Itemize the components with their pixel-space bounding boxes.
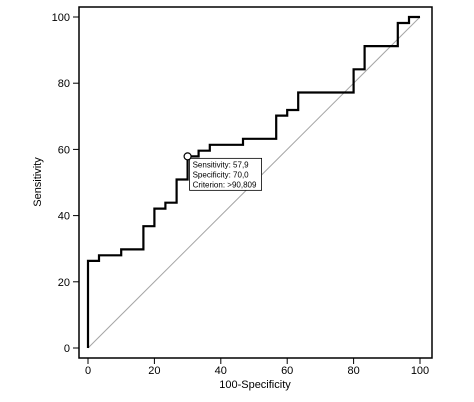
y-tick-label: 0 [64,343,70,355]
x-tick-label: 20 [148,365,160,377]
x-tick-label: 80 [347,365,359,377]
y-axis-title: Sensitivity [32,157,44,207]
callout-line: Specificity: 70,0 [193,170,250,179]
x-axis-title: 100-Specificity [219,379,291,391]
callout-box [189,157,263,191]
x-axis-ticks: 0 20 40 60 80 100 [85,358,429,377]
x-tick-label: 0 [85,365,91,377]
y-tick-label: 20 [58,277,70,289]
criterion-point-marker [183,152,192,161]
callout-line: Criterion: >90,809 [193,180,257,189]
y-tick-label: 40 [58,211,70,223]
y-axis-ticks: 0 20 40 60 80 100 [52,12,79,355]
callout-line: Sensitivity: 57,9 [193,160,250,169]
roc-curve-layer [86,15,420,348]
x-tick-label: 100 [411,365,429,377]
x-tick-label: 40 [215,365,227,377]
y-tick-label: 80 [58,78,70,90]
roc-curve-line [86,15,420,348]
y-tick-label: 100 [52,12,70,24]
y-tick-label: 60 [58,144,70,156]
x-tick-label: 60 [281,365,293,377]
plot-frame [78,6,433,359]
